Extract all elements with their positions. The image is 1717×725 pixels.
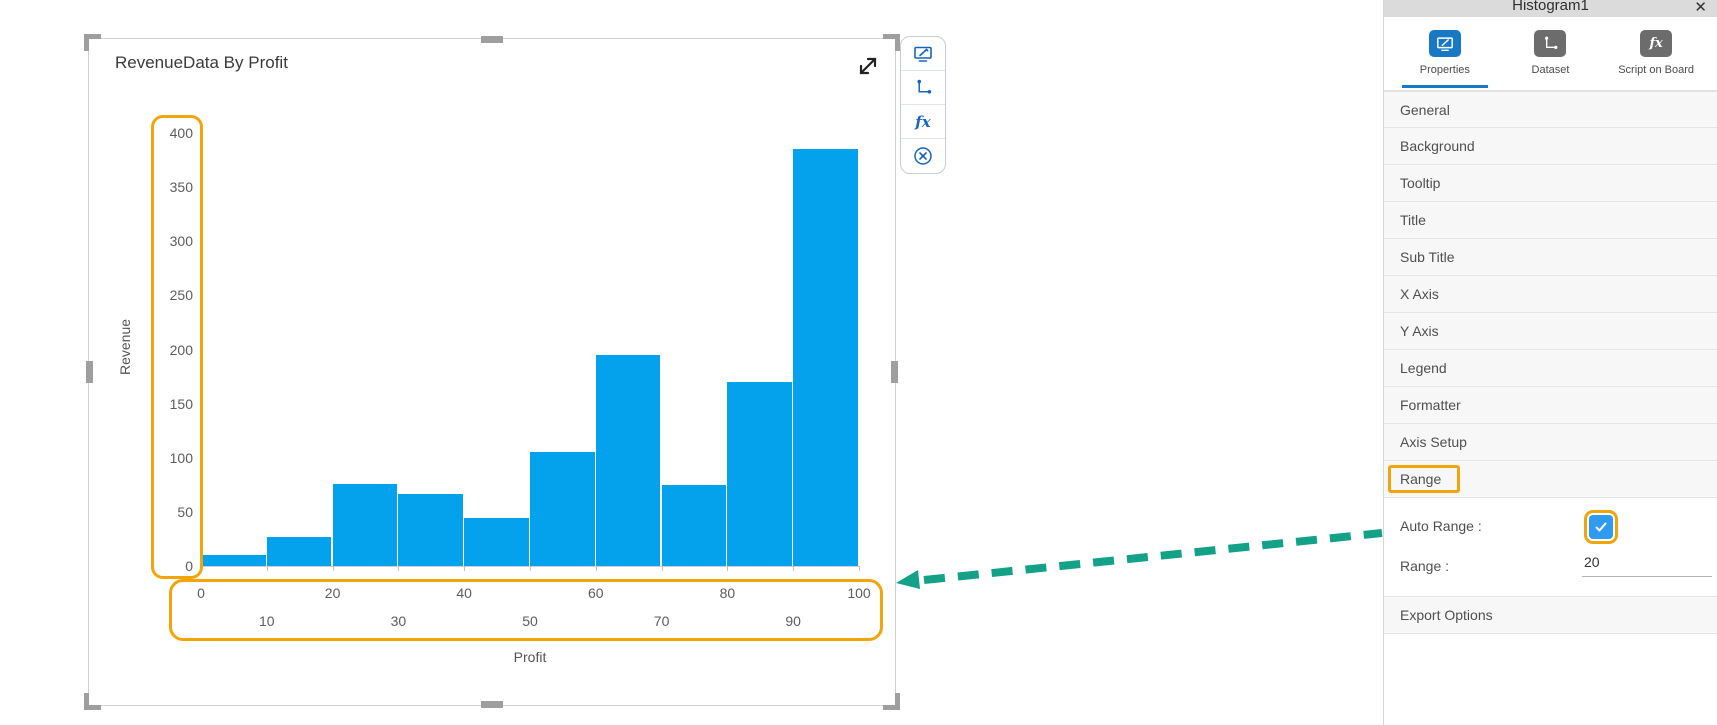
y-tick-label: 250	[169, 287, 193, 304]
y-axis-title: Revenue	[117, 318, 133, 376]
y-tick-label: 300	[169, 233, 193, 250]
y-tick-label: 100	[169, 449, 193, 466]
x-tick-mark	[398, 566, 400, 571]
histogram-bar-90-100[interactable]	[793, 149, 858, 566]
resize-handle-bottom-left[interactable]	[84, 693, 101, 710]
x-tick-label: 60	[588, 585, 604, 601]
resize-handle-left[interactable]	[86, 361, 93, 383]
x-axis-title: Profit	[513, 649, 547, 665]
tab-label: Script on Board	[1618, 64, 1695, 76]
accordion-section-general[interactable]: General	[1384, 91, 1717, 128]
edit-chart-icon[interactable]	[901, 37, 945, 71]
x-tick-mark	[727, 566, 729, 571]
tab-dataset[interactable]: Dataset	[1500, 30, 1600, 88]
x-tick-label: 100	[847, 585, 871, 601]
accordion-section-export-options[interactable]: Export Options	[1384, 597, 1717, 634]
resize-handle-top[interactable]	[481, 36, 503, 43]
histogram-bar-80-90[interactable]	[727, 382, 792, 566]
range-header-highlight: Range	[1388, 465, 1461, 493]
range-value-label: Range :	[1400, 558, 1450, 574]
resize-handle-bottom-right[interactable]	[883, 693, 900, 710]
x-tick-mark	[530, 566, 531, 571]
x-tick-mark	[859, 566, 860, 571]
x-tick-mark	[266, 566, 268, 571]
accordion-section-formatter[interactable]: Formatter	[1384, 387, 1717, 424]
x-tick-mark	[661, 566, 663, 571]
histogram-bar-50-60[interactable]	[530, 452, 595, 566]
checkbox-highlight-box	[1584, 510, 1618, 544]
x-tick-label: 50	[522, 613, 538, 629]
x-tick-label: 40	[456, 585, 472, 601]
histogram-bar-10-20[interactable]	[266, 536, 332, 566]
x-tick-mark	[332, 566, 334, 571]
histogram-bar-20-30[interactable]	[332, 483, 398, 566]
accordion-section-range[interactable]: Range	[1384, 461, 1717, 498]
chart-title: RevenueData By Profit	[115, 53, 288, 72]
x-tick-mark	[464, 566, 466, 571]
annotation-arrow	[896, 529, 1383, 589]
range-input[interactable]: 20	[1582, 552, 1712, 577]
auto-range-row: Auto Range :	[1384, 506, 1717, 546]
properties-panel: Histogram1 ✕ Properties	[1383, 0, 1717, 725]
panel-tabs: Properties Dataset fx	[1384, 17, 1717, 91]
x-tick-label: 80	[719, 585, 736, 601]
x-tick-mark	[201, 566, 202, 571]
accordion-section-sub-title[interactable]: Sub Title	[1384, 239, 1717, 276]
auto-range-checkbox[interactable]	[1589, 515, 1613, 539]
close-icon[interactable]: ✕	[1694, 0, 1707, 16]
x-tick-label: 20	[324, 585, 341, 601]
tab-label: Properties	[1419, 64, 1470, 76]
accordion-section-background[interactable]: Background	[1384, 128, 1717, 165]
y-tick-label: 0	[185, 558, 193, 574]
accordion-section-axis-setup[interactable]: Axis Setup	[1384, 424, 1717, 461]
accordion-list: General Background Tooltip Title Sub Title X …	[1384, 91, 1717, 461]
x-tick-mark	[793, 566, 795, 571]
axis-icon	[1534, 30, 1567, 57]
y-tick-label: 350	[169, 179, 193, 196]
histogram-bar-30-40[interactable]	[398, 493, 463, 566]
edit-chart-icon	[1428, 30, 1461, 57]
histogram-bar-40-50[interactable]	[464, 518, 529, 566]
accordion-section-x-axis[interactable]: X Axis	[1384, 276, 1717, 313]
x-tick-label: 0	[197, 585, 205, 601]
resize-handle-right[interactable]	[891, 361, 898, 383]
tab-script-on-board[interactable]: fx Script on Board	[1606, 30, 1706, 88]
axis-setup-icon[interactable]	[901, 71, 945, 105]
auto-range-label: Auto Range :	[1400, 518, 1482, 534]
remove-icon[interactable]	[901, 139, 945, 173]
panel-header: Histogram1 ✕	[1384, 0, 1717, 17]
x-tick-label: 30	[390, 613, 407, 629]
accordion-section-legend[interactable]: Legend	[1384, 350, 1717, 387]
panel-title: Histogram1	[1512, 0, 1589, 14]
histogram-widget[interactable]: RevenueData By Profit 0 50 100 150 200 250 300…	[84, 34, 900, 710]
x-tick-label: 70	[653, 613, 670, 629]
resize-handle-top-right[interactable]	[883, 34, 900, 51]
histogram-bar-70-80[interactable]	[661, 484, 727, 566]
range-section-content: Auto Range : Range : 20	[1384, 498, 1717, 597]
accordion-section-y-axis[interactable]: Y Axis	[1384, 313, 1717, 350]
y-tick-label: 50	[177, 503, 193, 520]
y-tick-label: 200	[169, 341, 193, 358]
widget-toolbar: fx	[900, 36, 946, 174]
histogram-bar-0-10[interactable]	[201, 555, 266, 566]
accordion-section-title[interactable]: Title	[1384, 202, 1717, 239]
tab-label: Dataset	[1531, 64, 1570, 76]
tab-properties[interactable]: Properties	[1395, 30, 1495, 88]
resize-handle-bottom[interactable]	[481, 701, 503, 708]
accordion-section-tooltip[interactable]: Tooltip	[1384, 165, 1717, 202]
histogram-bar-60-70[interactable]	[595, 354, 661, 566]
y-tick-label: 150	[169, 395, 193, 412]
x-tick-mark	[595, 566, 597, 571]
fx-script-icon[interactable]: fx	[901, 105, 945, 139]
x-axis-highlight-box	[169, 579, 883, 641]
maximize-icon[interactable]	[855, 53, 881, 79]
x-tick-label: 10	[259, 613, 275, 629]
fx-icon: fx	[1640, 30, 1673, 57]
y-tick-label: 400	[169, 125, 193, 141]
range-value-row: Range : 20	[1384, 546, 1717, 586]
x-tick-label: 90	[785, 613, 801, 629]
resize-handle-top-left[interactable]	[84, 34, 101, 51]
